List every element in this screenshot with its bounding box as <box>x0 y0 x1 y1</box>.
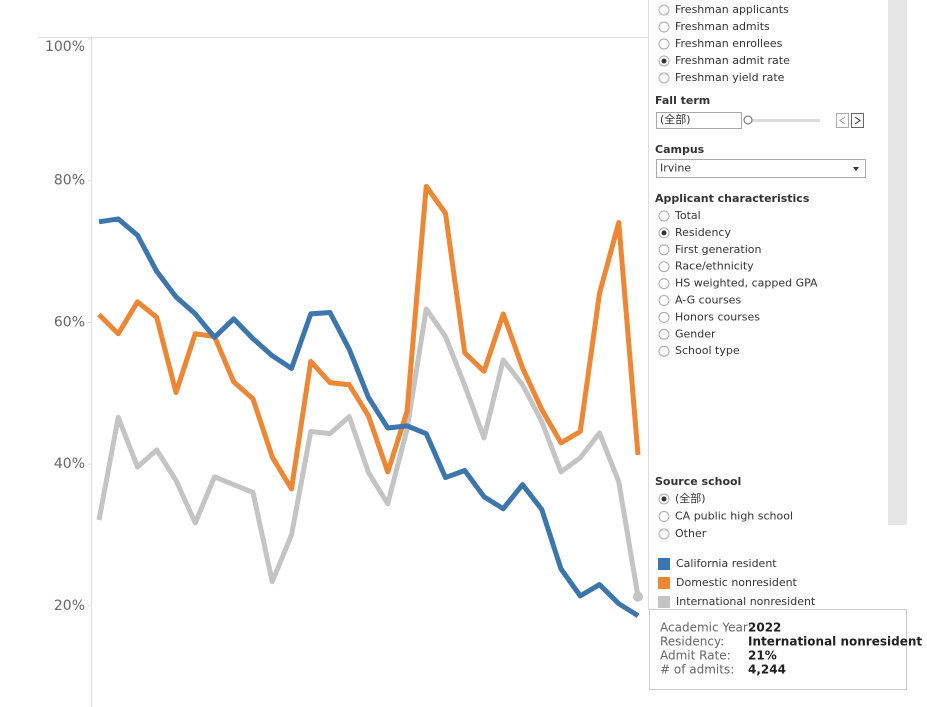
radio-label[interactable]: Freshman yield rate <box>675 71 785 84</box>
slider-handle[interactable] <box>743 115 753 125</box>
tooltip-key: # of admits: <box>660 663 734 677</box>
campus-value[interactable]: Irvine <box>660 162 691 175</box>
legend-swatch[interactable] <box>658 558 670 570</box>
next-icon <box>854 116 861 125</box>
campus-dropdown[interactable] <box>656 159 866 178</box>
radio-label[interactable]: (全部) <box>675 491 706 505</box>
radio-button[interactable] <box>658 511 670 522</box>
filter-title: Fall term <box>655 94 710 107</box>
radio-button[interactable] <box>658 72 670 84</box>
dropdown-arrow <box>853 167 859 171</box>
y-tick-label: 60% <box>54 314 85 330</box>
radio-button[interactable] <box>658 345 670 357</box>
legend-label[interactable]: Domestic nonresident <box>676 576 798 589</box>
radio-button[interactable] <box>658 4 670 16</box>
radio-button[interactable] <box>658 278 670 290</box>
radio-button[interactable] <box>658 210 670 222</box>
radio-label[interactable]: HS weighted, capped GPA <box>675 277 818 290</box>
radio-button[interactable] <box>658 244 670 256</box>
radio-label[interactable]: First generation <box>675 243 761 256</box>
radio-button[interactable] <box>658 311 670 323</box>
tooltip-key: Academic Year: <box>660 621 752 635</box>
series-line <box>98 216 640 618</box>
tooltip-key: Admit Rate: <box>660 649 731 663</box>
filter-title: Source school <box>655 475 741 488</box>
radio-label[interactable]: Honors courses <box>675 310 760 323</box>
radio-label[interactable]: Gender <box>675 327 716 340</box>
filter-title: Campus <box>655 143 705 156</box>
radio-dot <box>661 58 667 64</box>
radio-label[interactable]: Freshman applicants <box>675 3 789 16</box>
radio-label[interactable]: School type <box>675 344 740 357</box>
radio-label[interactable]: Other <box>675 527 707 540</box>
tooltip-value: 21% <box>748 649 777 663</box>
tooltip-value: International nonresident <box>748 635 922 649</box>
fall-term-input[interactable] <box>656 112 742 129</box>
filter-title: Applicant characteristics <box>655 192 810 205</box>
highlight-point[interactable] <box>633 591 643 602</box>
tooltip-box <box>649 609 907 690</box>
prev-icon <box>839 116 846 125</box>
prev-button[interactable] <box>836 113 849 128</box>
radio-label[interactable]: Residency <box>675 226 731 239</box>
tooltip-value: 4,244 <box>748 663 786 677</box>
legend-swatch[interactable] <box>658 577 670 589</box>
y-tick-label: 80% <box>54 173 85 189</box>
scrollbar[interactable] <box>888 0 907 525</box>
radio-label[interactable]: A-G courses <box>675 294 741 307</box>
radio-label[interactable]: Total <box>674 209 701 222</box>
radio-button[interactable] <box>658 328 670 340</box>
legend-label[interactable]: International nonresident <box>676 595 816 608</box>
radio-label[interactable]: Freshman admits <box>675 20 770 33</box>
radio-label[interactable]: CA public high school <box>675 510 793 523</box>
radio-label[interactable]: Freshman admit rate <box>675 54 790 67</box>
tooltip-key: Residency: <box>660 635 724 649</box>
y-tick-label: 20% <box>54 598 85 614</box>
legend-label[interactable]: California resident <box>676 557 777 570</box>
radio-button[interactable] <box>658 21 670 33</box>
legend-swatch[interactable] <box>658 596 670 608</box>
fall-term-value[interactable]: (全部) <box>660 112 691 126</box>
radio-button[interactable] <box>658 528 670 540</box>
series-line <box>96 306 641 598</box>
radio-dot <box>661 496 667 502</box>
next-button[interactable] <box>851 113 864 128</box>
radio-label[interactable]: Race/ethnicity <box>675 260 754 273</box>
radio-dot <box>661 230 667 236</box>
radio-label[interactable]: Freshman enrollees <box>675 37 783 50</box>
radio-button[interactable] <box>658 38 670 50</box>
y-tick-label: 100% <box>45 39 85 55</box>
radio-button[interactable] <box>658 261 670 273</box>
y-tick-label: 40% <box>54 456 85 472</box>
radio-button[interactable] <box>658 295 670 306</box>
series-line <box>97 183 641 492</box>
tooltip-value: 2022 <box>748 621 781 635</box>
